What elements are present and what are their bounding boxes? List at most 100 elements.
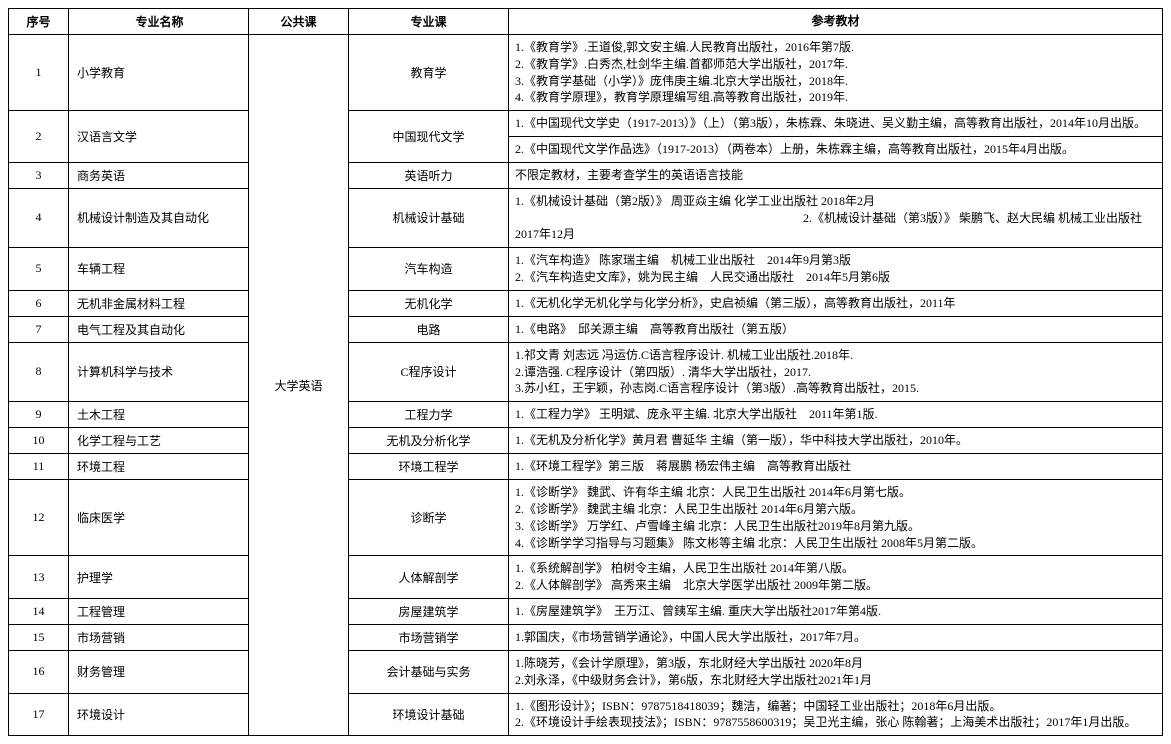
cell-seq: 2	[9, 111, 69, 163]
table-row: 2汉语言文学中国现代文学1.《中国现代文学史（1917-2013）》（上）（第3…	[9, 111, 1163, 137]
cell-major: 商务英语	[69, 162, 249, 188]
cell-seq: 1	[9, 35, 69, 111]
cell-course: 诊断学	[349, 480, 509, 556]
ref-line: 3.苏小红，王宇颖，孙志岗.C语言程序设计（第3版）.高等教育出版社，2015.	[515, 380, 1156, 397]
cell-seq: 6	[9, 290, 69, 316]
ref-line: 1.《电路》 邱关源主编 高等教育出版社（第五版）	[515, 321, 1156, 338]
table-row: 13护理学人体解剖学1.《系统解剖学》 柏树令主编，人民卫生出版社 2014年第…	[9, 556, 1163, 599]
ref-line: 1.《诊断学》 魏武、许有华主编 北京：人民卫生出版社 2014年6月第七版。	[515, 484, 1156, 501]
cell-ref: 1.陈晓芳，《会计学原理》，第3版，东北财经大学出版社 2020年8月2.刘永泽…	[509, 650, 1163, 693]
cell-seq: 10	[9, 428, 69, 454]
cell-major: 工程管理	[69, 598, 249, 624]
cell-seq: 17	[9, 693, 69, 736]
cell-seq: 16	[9, 650, 69, 693]
ref-line: 2.刘永泽，《中级财务会计》，第6版，东北财经大学出版社2021年1月	[515, 672, 1156, 689]
ref-line: 1.《中国现代文学史（1917-2013）》（上）（第3版），朱栋霖、朱晓进、吴…	[515, 115, 1156, 132]
ref-line: 1.《房屋建筑学》 王万江、曾銕军主编. 重庆大学出版社2017年第4版.	[515, 603, 1156, 620]
ref-line: 1.《系统解剖学》 柏树令主编，人民卫生出版社 2014年第八版。	[515, 560, 1156, 577]
cell-course: 中国现代文学	[349, 111, 509, 163]
cell-ref: 1.《诊断学》 魏武、许有华主编 北京：人民卫生出版社 2014年6月第七版。2…	[509, 480, 1163, 556]
header-major: 专业名称	[69, 9, 249, 35]
table-row: 15市场营销 市场营销学1.郭国庆，《市场营销学通论》，中国人民大学出版社，201…	[9, 624, 1163, 650]
table-row: 14工程管理 房屋建筑学 1.《房屋建筑学》 王万江、曾銕军主编. 重庆大学出版社2…	[9, 598, 1163, 624]
cell-major: 汉语言文学	[69, 111, 249, 163]
cell-major: 小学教育	[69, 35, 249, 111]
header-seq: 序号	[9, 9, 69, 35]
ref-line: 4.《诊断学学习指导与习题集》 陈文彬等主编 北京：人民卫生出版社 2008年5…	[515, 535, 1156, 552]
header-row: 序号 专业名称 公共课 专业课 参考教材	[9, 9, 1163, 35]
ref-line: 4.《教育学原理》，教育学原理编写组.高等教育出版社，2019年.	[515, 89, 1156, 106]
ref-line: 2.《人体解剖学》 高秀来主编 北京大学医学出版社 2009年第二版。	[515, 577, 1156, 594]
cell-course: 无机及分析化学	[349, 428, 509, 454]
table-row: 7电气工程及其自动化 电路 1.《电路》 邱关源主编 高等教育出版社（第五版）	[9, 316, 1163, 342]
ref-line: 2.《汽车构造史文库》，姚为民主编 人民交通出版社 2014年5月第6版	[515, 269, 1156, 286]
cell-seq: 7	[9, 316, 69, 342]
table-row: 17环境设计环境设计基础1.《图形设计》；ISBN：9787518418039；…	[9, 693, 1163, 736]
cell-major: 机械设计制造及其自动化	[69, 188, 249, 247]
cell-public-course: 大学英语	[249, 35, 349, 736]
cell-course: 机械设计基础	[349, 188, 509, 247]
table-row: 11环境工程 环境工程学 1.《环境工程学》第三版 蒋展鹏 杨宏伟主编 高等教育出版…	[9, 454, 1163, 480]
cell-seq: 14	[9, 598, 69, 624]
curriculum-table: 序号 专业名称 公共课 专业课 参考教材 1小学教育大学英语教育学1.《教育学》…	[8, 8, 1163, 736]
ref-line: 2.谭浩强. C程序设计（第四版）. 清华大学出版社，2017.	[515, 364, 1156, 381]
table-row: 4机械设计制造及其自动化 机械设计基础1.《机械设计基础（第2版）》 周亚焱主编 …	[9, 188, 1163, 247]
cell-seq: 4	[9, 188, 69, 247]
cell-course: 房屋建筑学	[349, 598, 509, 624]
table-row: 1小学教育大学英语教育学1.《教育学》.王道俊,郭文安主编.人民教育出版社，20…	[9, 35, 1163, 111]
cell-ref: 1.《教育学》.王道俊,郭文安主编.人民教育出版社，2016年第7版.2.《教育…	[509, 35, 1163, 111]
cell-ref: 1.《系统解剖学》 柏树令主编，人民卫生出版社 2014年第八版。2.《人体解剖…	[509, 556, 1163, 599]
cell-course: 会计基础与实务	[349, 650, 509, 693]
cell-ref: 1.《机械设计基础（第2版）》 周亚焱主编 化学工业出版社 2018年2月 2.…	[509, 188, 1163, 247]
cell-major: 土木工程	[69, 402, 249, 428]
ref-line: 不限定教材，主要考查学生的英语语言技能	[515, 167, 1156, 184]
cell-ref: 1.《无机及分析化学》黄月君 曹延华 主编（第一版），华中科技大学出版社，201…	[509, 428, 1163, 454]
cell-course: 英语听力	[349, 162, 509, 188]
ref-line: 2.《诊断学》 魏武主编 北京：人民卫生出版社 2014年6月第六版。	[515, 501, 1156, 518]
header-public: 公共课	[249, 9, 349, 35]
cell-ref: 2.《中国现代文学作品选》（1917-2013）（两卷本）上册，朱栋霖主编，高等…	[509, 136, 1163, 162]
cell-major: 环境设计	[69, 693, 249, 736]
ref-line: 3.《教育学基础（小学）》庞伟庚主编.北京大学出版社，2018年.	[515, 73, 1156, 90]
ref-line: 2.《教育学》.白秀杰,杜剑华主编.首都师范大学出版社，2017年.	[515, 56, 1156, 73]
table-row: 8计算机科学与技术C程序设计1.祁文青 刘志远 冯运仿.C语言程序设计. 机械工…	[9, 342, 1163, 401]
cell-major: 电气工程及其自动化	[69, 316, 249, 342]
cell-ref: 1.《中国现代文学史（1917-2013）》（上）（第3版），朱栋霖、朱晓进、吴…	[509, 111, 1163, 137]
table-row: 6无机非金属材料工程无机化学1.《无机化学无机化学与化学分析》，史启祯编（第三版…	[9, 290, 1163, 316]
cell-ref: 1.郭国庆，《市场营销学通论》，中国人民大学出版社，2017年7月。	[509, 624, 1163, 650]
cell-seq: 15	[9, 624, 69, 650]
cell-major: 化学工程与工艺	[69, 428, 249, 454]
cell-major: 临床医学	[69, 480, 249, 556]
cell-ref: 1.《环境工程学》第三版 蒋展鹏 杨宏伟主编 高等教育出版社	[509, 454, 1163, 480]
cell-major: 市场营销	[69, 624, 249, 650]
ref-line: 3.《诊断学》 万学红、卢雪峰主编 北京：人民卫生出版社2019年8月第九版。	[515, 518, 1156, 535]
cell-major: 环境工程	[69, 454, 249, 480]
cell-seq: 8	[9, 342, 69, 401]
cell-course: 教育学	[349, 35, 509, 111]
cell-ref: 1.《电路》 邱关源主编 高等教育出版社（第五版）	[509, 316, 1163, 342]
cell-seq: 11	[9, 454, 69, 480]
cell-course: 人体解剖学	[349, 556, 509, 599]
table-row: 12临床医学诊断学1.《诊断学》 魏武、许有华主编 北京：人民卫生出版社 201…	[9, 480, 1163, 556]
ref-line: 1.《无机化学无机化学与化学分析》，史启祯编（第三版），高等教育出版社，2011…	[515, 295, 1156, 312]
cell-seq: 13	[9, 556, 69, 599]
ref-line: 2.《中国现代文学作品选》（1917-2013）（两卷本）上册，朱栋霖主编，高等…	[515, 141, 1156, 158]
cell-ref: 1.《房屋建筑学》 王万江、曾銕军主编. 重庆大学出版社2017年第4版.	[509, 598, 1163, 624]
cell-course: 环境工程学	[349, 454, 509, 480]
cell-course: 市场营销学	[349, 624, 509, 650]
cell-seq: 3	[9, 162, 69, 188]
ref-line: 1.《环境工程学》第三版 蒋展鹏 杨宏伟主编 高等教育出版社	[515, 458, 1156, 475]
ref-line: 1.《汽车构造》 陈家瑞主编 机械工业出版社 2014年9月第3版	[515, 252, 1156, 269]
cell-course: 工程力学	[349, 402, 509, 428]
ref-line: 1.祁文青 刘志远 冯运仿.C语言程序设计. 机械工业出版社.2018年.	[515, 347, 1156, 364]
cell-seq: 5	[9, 248, 69, 291]
ref-line: 1.《无机及分析化学》黄月君 曹延华 主编（第一版），华中科技大学出版社，201…	[515, 432, 1156, 449]
ref-line: 1.《工程力学》 王明斌、庞永平主编. 北京大学出版社 2011年第1版.	[515, 406, 1156, 423]
table-row: 3商务英语 英语听力不限定教材，主要考查学生的英语语言技能	[9, 162, 1163, 188]
cell-course: 电路	[349, 316, 509, 342]
cell-seq: 9	[9, 402, 69, 428]
cell-seq: 12	[9, 480, 69, 556]
ref-line: 2.《机械设计基础（第3版）》 柴鹏飞、赵大民编 机械工业出版社 2017年12…	[515, 210, 1156, 244]
ref-line: 2.《环境设计手绘表现技法》；ISBN：9787558600319；吴卫光主编，…	[515, 714, 1156, 731]
cell-major: 计算机科学与技术	[69, 342, 249, 401]
